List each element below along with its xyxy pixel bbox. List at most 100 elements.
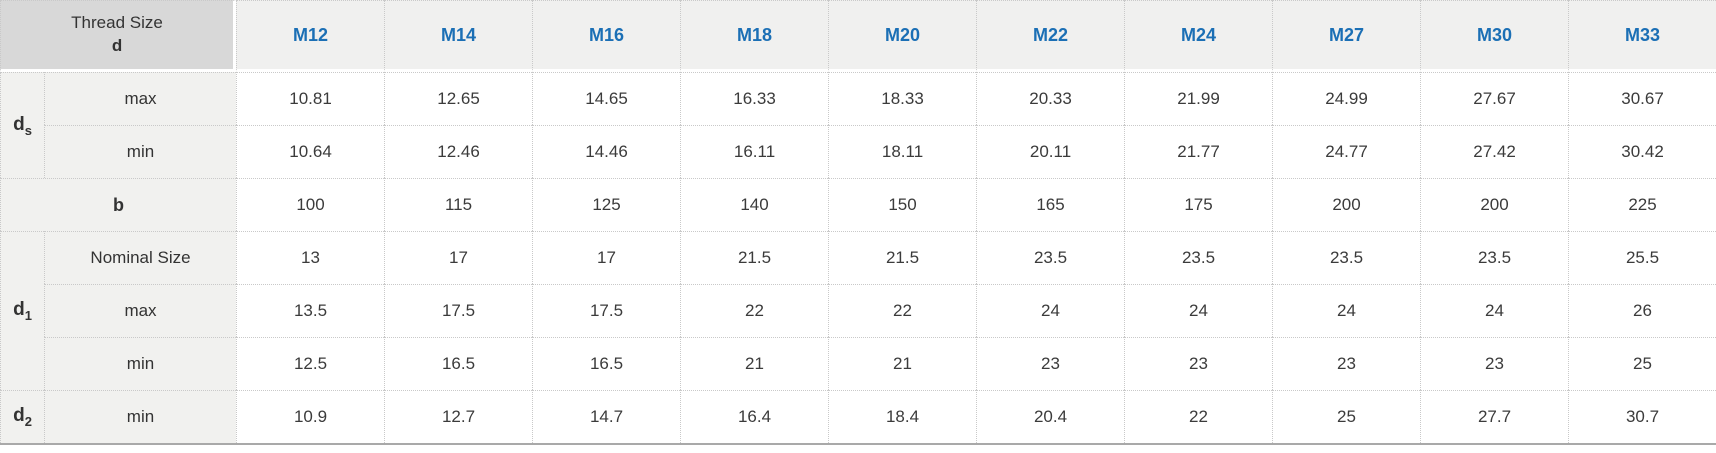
table-cell: 27.7 <box>1420 390 1569 443</box>
row-group-label-ds: ds <box>0 72 44 178</box>
table-cell: 21.5 <box>828 231 977 284</box>
table-cell: 27.42 <box>1420 125 1569 178</box>
table-cell: 17 <box>384 231 533 284</box>
table-cell: 17.5 <box>384 284 533 337</box>
table-row-d1-nominal: d1 Nominal Size 13 17 17 21.5 21.5 23.5 … <box>0 231 1716 390</box>
table-cell: 23 <box>1420 337 1569 390</box>
table-cell: 12.5 <box>236 337 385 390</box>
table-cell: 16.5 <box>384 337 533 390</box>
table-cell: 14.46 <box>532 125 681 178</box>
table-cell: 175 <box>1124 178 1273 231</box>
row-label-max: max <box>44 72 237 125</box>
table-cell: 16.4 <box>680 390 829 443</box>
table-cell: 200 <box>1420 178 1569 231</box>
table-cell: 26 <box>1568 284 1716 337</box>
corner-title: Thread Size <box>71 13 163 33</box>
table-cell: 25 <box>1568 337 1716 390</box>
table-cell: 18.4 <box>828 390 977 443</box>
table-cell: 21.5 <box>680 231 829 284</box>
table-cell: 10.64 <box>236 125 385 178</box>
table-row-d1-max: max 13.5 17.5 17.5 22 22 24 24 24 24 26 <box>0 284 1716 337</box>
table-cell: 24.77 <box>1272 125 1421 178</box>
table-cell: 21 <box>680 337 829 390</box>
table-cell: 27.67 <box>1420 72 1569 125</box>
table-cell: 12.7 <box>384 390 533 443</box>
row-label-max: max <box>44 284 237 337</box>
table-cell: 24 <box>976 284 1125 337</box>
table-cell: 30.7 <box>1568 390 1716 443</box>
table-row-d2-min: d2 min 10.9 12.7 14.7 16.4 18.4 20.4 22 … <box>0 390 1716 443</box>
column-header-m14: M14 <box>384 0 533 72</box>
column-header-m20: M20 <box>828 0 977 72</box>
table-cell: 12.46 <box>384 125 533 178</box>
table-cell: 16.33 <box>680 72 829 125</box>
table-cell: 14.7 <box>532 390 681 443</box>
table-cell: 200 <box>1272 178 1421 231</box>
table-row-ds-max: ds max 10.81 12.65 14.65 16.33 18.33 20.… <box>0 72 1716 178</box>
table-cell: 23.5 <box>1272 231 1421 284</box>
table-cell: 20.11 <box>976 125 1125 178</box>
column-header-m27: M27 <box>1272 0 1421 72</box>
table-cell: 24 <box>1420 284 1569 337</box>
table-cell: 20.33 <box>976 72 1125 125</box>
table-cell: 23 <box>1272 337 1421 390</box>
table-cell: 21 <box>828 337 977 390</box>
table-cell: 17 <box>532 231 681 284</box>
row-label-min: min <box>44 337 237 390</box>
table-cell: 14.65 <box>532 72 681 125</box>
table-cell: 24 <box>1124 284 1273 337</box>
table-cell: 23.5 <box>1420 231 1569 284</box>
table-cell: 24.99 <box>1272 72 1421 125</box>
table-cell: 17.5 <box>532 284 681 337</box>
row-label-min: min <box>44 390 237 443</box>
table-cell: 23 <box>976 337 1125 390</box>
column-header-m24: M24 <box>1124 0 1273 72</box>
table-cell: 25.5 <box>1568 231 1716 284</box>
table-cell: 12.65 <box>384 72 533 125</box>
table-cell: 21.99 <box>1124 72 1273 125</box>
table-cell: 13 <box>236 231 385 284</box>
table-row-b: b 100 115 125 140 150 165 175 200 200 22… <box>0 178 1716 231</box>
table-cell: 225 <box>1568 178 1716 231</box>
column-header-m12: M12 <box>236 0 385 72</box>
column-header-m30: M30 <box>1420 0 1569 72</box>
table-cell: 22 <box>828 284 977 337</box>
table-row-ds-min: min 10.64 12.46 14.46 16.11 18.11 20.11 … <box>0 125 1716 178</box>
table-cell: 16.5 <box>532 337 681 390</box>
table-cell: 30.67 <box>1568 72 1716 125</box>
column-header-m22: M22 <box>976 0 1125 72</box>
table-cell: 20.4 <box>976 390 1125 443</box>
column-header-m33: M33 <box>1568 0 1716 72</box>
table-cell: 21.77 <box>1124 125 1273 178</box>
table-cell: 23 <box>1124 337 1273 390</box>
table-cell: 30.42 <box>1568 125 1716 178</box>
table-cell: 25 <box>1272 390 1421 443</box>
corner-subtitle: d <box>111 36 123 55</box>
row-label-min: min <box>44 125 237 178</box>
table-cell: 23.5 <box>976 231 1125 284</box>
table-cell: 24 <box>1272 284 1421 337</box>
row-group-label-b: b <box>0 178 237 231</box>
table-cell: 18.11 <box>828 125 977 178</box>
table-cell: 18.33 <box>828 72 977 125</box>
column-header-m16: M16 <box>532 0 681 72</box>
table-cell: 140 <box>680 178 829 231</box>
table-cell: 100 <box>236 178 385 231</box>
row-label-nominal-size: Nominal Size <box>44 231 237 284</box>
table-cell: 23.5 <box>1124 231 1273 284</box>
corner-header-thread-size: Thread Size d <box>0 0 237 72</box>
column-header-m18: M18 <box>680 0 829 72</box>
row-group-label-d2: d2 <box>0 390 44 443</box>
table-row-d1-min: min 12.5 16.5 16.5 21 21 23 23 23 23 25 <box>0 337 1716 390</box>
table-cell: 125 <box>532 178 681 231</box>
table-cell: 10.81 <box>236 72 385 125</box>
table-cell: 150 <box>828 178 977 231</box>
row-group-label-d1: d1 <box>0 231 44 390</box>
table-cell: 10.9 <box>236 390 385 443</box>
header-row: Thread Size d M12 M14 M16 M18 M20 M22 M2… <box>0 0 1716 72</box>
table-cell: 16.11 <box>680 125 829 178</box>
table-cell: 22 <box>680 284 829 337</box>
table-cell: 22 <box>1124 390 1273 443</box>
table-cell: 165 <box>976 178 1125 231</box>
